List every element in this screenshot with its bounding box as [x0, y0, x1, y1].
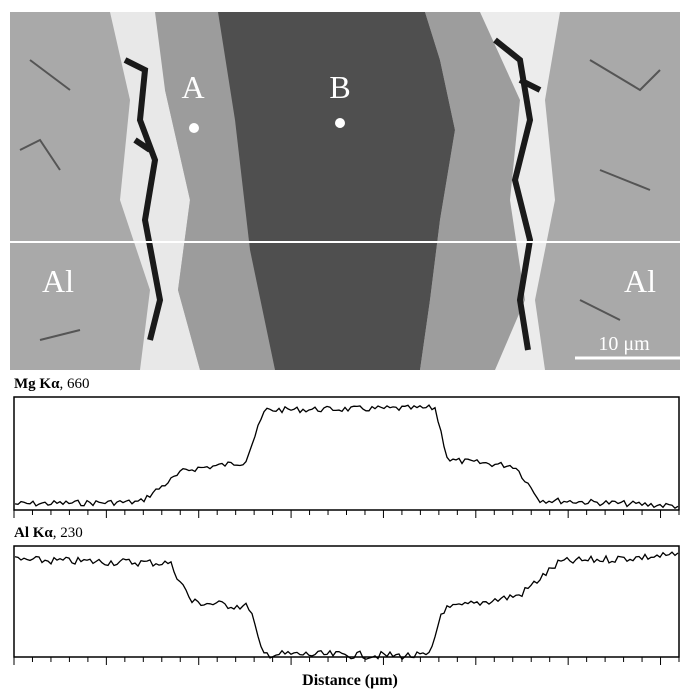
point-label: B [329, 69, 350, 105]
element: Mg Kα [14, 376, 60, 392]
region-label: Al [624, 263, 656, 299]
count: , 660 [59, 376, 89, 392]
axis-label: Distance (μm) [302, 672, 398, 689]
profile-trace [15, 405, 678, 508]
profile-label: Al Kα, 230 [14, 525, 83, 541]
micrograph: A B Al Al 10 μm [10, 12, 680, 370]
plot-frame [14, 397, 679, 510]
plot-frame [14, 546, 679, 657]
point-label: A [181, 69, 204, 105]
region-label: Al [42, 263, 74, 299]
element: Al Kα [14, 525, 53, 541]
profile-trace [15, 552, 678, 659]
profile-label: Mg Kα, 660 [14, 376, 89, 392]
figure: A B Al Al 10 μm Mg Kα, 660 Al Kα, 230 Di… [0, 0, 680, 691]
scale-bar-label: 10 μm [598, 333, 650, 355]
count: , 230 [53, 525, 83, 541]
